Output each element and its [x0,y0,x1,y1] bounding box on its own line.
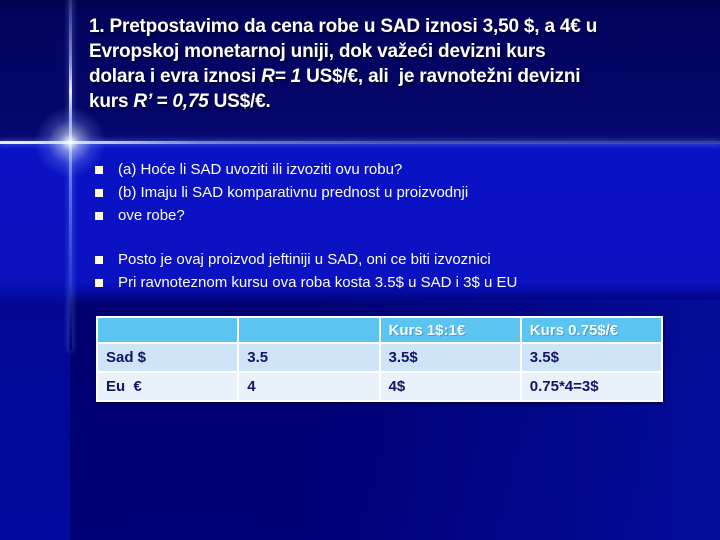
bullet-square-icon [95,189,103,197]
title-line-3: dolara i evra iznosi R= 1 US$/€, ali je … [89,64,711,89]
bullet-text: Posto je ovaj proizvod jeftiniji u SAD, … [118,251,491,268]
bullet-text: ove robe? [118,207,185,224]
title-line-4-pre: kurs [89,91,134,112]
bullet-text: (b) Imaju li SAD komparativnu prednost u… [118,184,469,201]
table-header-cell-kurs-1: Kurs 1$:1€ [378,316,522,344]
table-cell: Sad $ [95,342,240,373]
table-header-row: Kurs 1$:1€ Kurs 0.75$/€ [95,316,664,344]
title-line-3-pre: dolara i evra iznosi [89,66,262,87]
table-cell: 0.75*4=3$ [519,371,664,402]
bullet-item: ove robe? [93,207,693,230]
title-line-2: Evropskoj monetarnoj uniji, dok važeći d… [89,41,546,62]
exchange-rate-table: Kurs 1$:1€ Kurs 0.75$/€ Sad $ 3.5 3.5$ 3… [95,316,664,402]
background-bright-band [0,143,720,305]
title-line-3-post: US$/€, ali je ravnotežni devizni [301,66,581,87]
table-header-cell-empty-2 [237,316,381,344]
horizontal-light-beam [0,141,720,144]
slide-title: 1. Pretpostavimo da cena robe u SAD izno… [89,14,711,114]
bullet-square-icon [95,166,103,174]
table-header-cell-kurs-075: Kurs 0.75$/€ [519,316,664,344]
bullet-text: (a) Hoće li SAD uvoziti ili izvoziti ovu… [118,161,403,178]
bullet-item: (a) Hoće li SAD uvoziti ili izvoziti ovu… [93,161,693,184]
table-cell: 3.5$ [378,342,522,373]
bullet-square-icon [95,256,103,264]
title-line-1: 1. Pretpostavimo da cena robe u SAD izno… [89,16,598,37]
table-cell: 3.5 [237,342,381,373]
title-line-4-post: US$/€. [208,91,271,112]
bullet-list-questions: (a) Hoće li SAD uvoziti ili izvoziti ovu… [93,161,693,230]
bullet-item: Posto je ovaj proizvod jeftiniji u SAD, … [93,251,693,274]
beam-intersection-glow [33,105,107,179]
table-cell: 4 [237,371,381,402]
bullet-text: Pri ravnoteznom kursu ova roba kosta 3.5… [118,274,518,291]
bullet-square-icon [95,212,103,220]
bullet-item: Pri ravnoteznom kursu ova roba kosta 3.5… [93,274,693,297]
title-line-4: kurs R’ = 0,75 US$/€. [89,89,711,114]
title-line-4-formula: R’ = 0,75 [133,91,209,112]
background-left-column [0,143,70,540]
bullet-list-answers: Posto je ovaj proizvod jeftiniji u SAD, … [93,251,693,297]
table-cell: 4$ [378,371,522,402]
table-row-eu: Eu € 4 4$ 0.75*4=3$ [95,371,664,402]
table-cell: Eu € [95,371,240,402]
table-header-cell-empty-1 [95,316,240,344]
table-cell: 3.5$ [519,342,664,373]
title-line-3-formula: R= 1 [261,66,302,87]
table-row-sad: Sad $ 3.5 3.5$ 3.5$ [95,342,664,373]
bullet-item: (b) Imaju li SAD komparativnu prednost u… [93,184,693,207]
bullet-square-icon [95,279,103,287]
